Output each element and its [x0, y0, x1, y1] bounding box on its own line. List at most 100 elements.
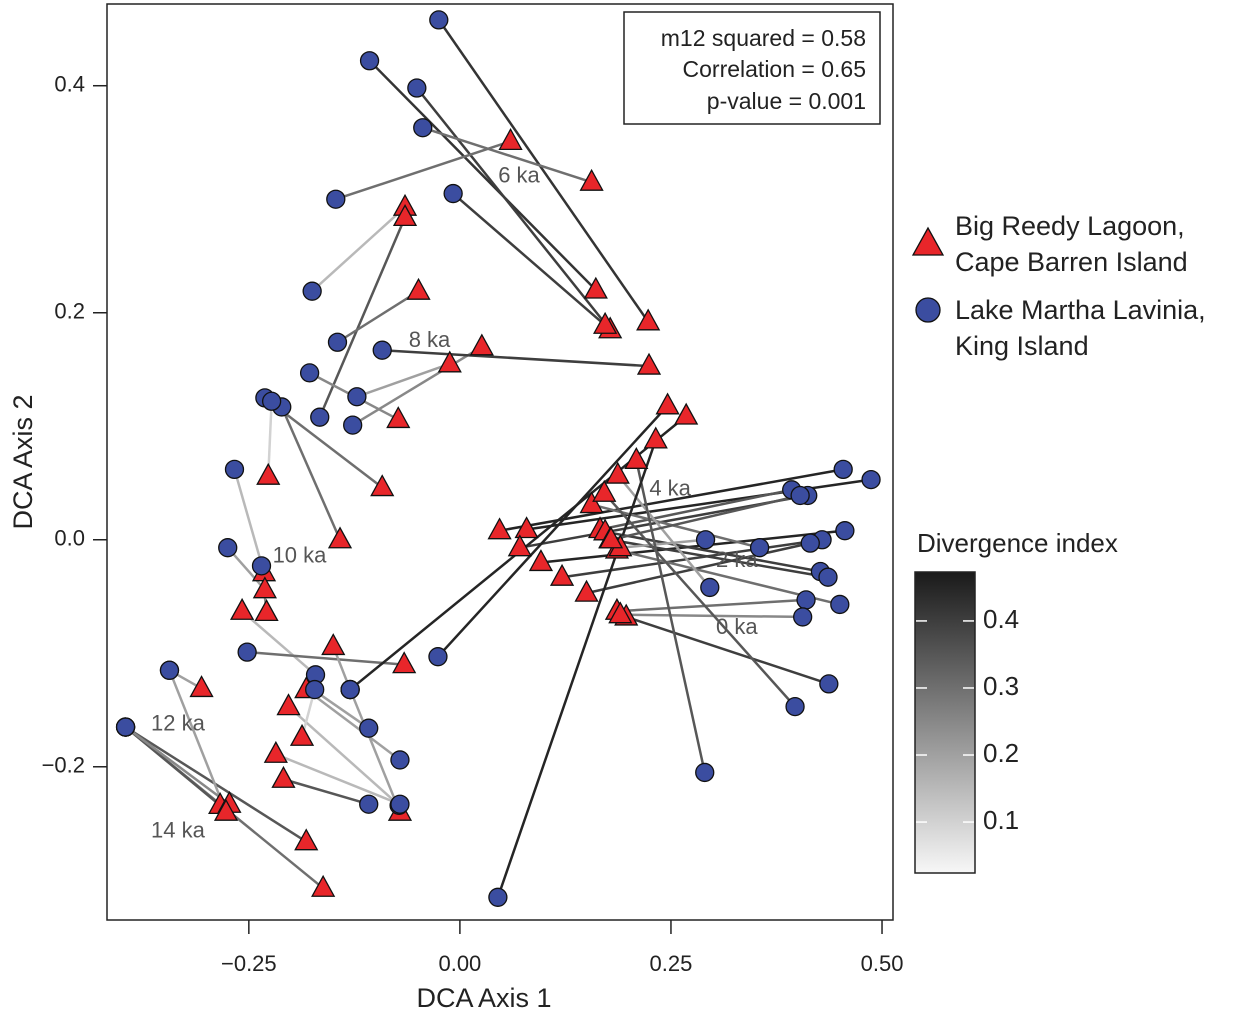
procrustes-line	[168, 669, 228, 813]
procrustes-line	[335, 140, 511, 201]
circle-point	[347, 387, 367, 407]
procrustes-line	[368, 59, 597, 291]
procrustes-line	[352, 345, 483, 427]
procrustes-line	[241, 610, 317, 676]
circle-point	[428, 647, 448, 667]
triangle-point	[189, 675, 214, 698]
triangle-point	[583, 276, 608, 299]
legend-label: Lake Martha Lavinia, King Island	[955, 295, 1206, 361]
procrustes-line	[311, 206, 406, 293]
circle-point	[488, 887, 508, 907]
procrustes-line	[610, 494, 801, 541]
triangle-point	[254, 599, 279, 622]
circle-point	[443, 183, 463, 204]
colorbar-tick-label: 0.1	[983, 805, 1019, 835]
triangle-point	[311, 874, 336, 897]
circle-point	[224, 459, 245, 480]
procrustes-line	[356, 362, 451, 398]
triangle-point	[289, 723, 315, 746]
circle-point	[413, 118, 433, 138]
x-tick-label: 0.25	[650, 951, 693, 976]
triangle-point	[392, 651, 417, 674]
legend-marker	[915, 297, 941, 323]
circle-point	[305, 679, 325, 700]
circle-point	[251, 556, 272, 576]
procrustes-line	[382, 348, 650, 368]
triangle-point	[608, 601, 633, 624]
circle-point	[835, 521, 855, 541]
triangle-point	[598, 526, 624, 549]
circle-point	[861, 469, 881, 490]
triangle-point	[469, 333, 494, 356]
triangle-point	[655, 392, 680, 415]
circle-point	[218, 538, 238, 558]
y-axis-label: DCA Axis 2	[8, 394, 38, 529]
triangle-point	[605, 461, 630, 484]
circle-point	[327, 332, 348, 352]
procrustes-line	[540, 529, 846, 564]
circle-point	[749, 538, 770, 558]
circle-point	[818, 567, 838, 587]
triangle-point	[643, 426, 668, 449]
circle-point	[340, 679, 360, 700]
annotation: 14 ka	[151, 817, 206, 842]
triangle-point	[574, 579, 599, 602]
triangle-point	[636, 352, 662, 375]
circle-point	[407, 78, 427, 98]
procrustes-line	[305, 688, 401, 761]
triangle-point	[514, 516, 539, 539]
colorbar-tick-label: 0.3	[983, 671, 1019, 701]
plot-frame	[106, 3, 894, 921]
legend-marker	[911, 226, 945, 256]
triangle-point	[624, 446, 649, 469]
triangle-point	[592, 479, 617, 502]
circle-point	[302, 281, 322, 301]
circle-point	[159, 660, 180, 680]
annotation: 4 ka	[649, 476, 691, 501]
triangle-point	[370, 474, 395, 497]
procrustes-line	[561, 538, 823, 579]
legend-label: Big Reedy Lagoon, Cape Barren Island	[955, 211, 1188, 277]
circle-point	[115, 717, 136, 737]
triangle-point	[498, 127, 523, 150]
y-tick-label: 0.4	[54, 72, 85, 97]
colorbar	[914, 571, 976, 874]
triangle-point	[579, 168, 604, 191]
circle-point	[359, 794, 379, 814]
circle-point	[819, 674, 839, 694]
triangle-point	[276, 693, 301, 716]
procrustes-line	[496, 439, 657, 898]
circle-point	[695, 762, 715, 783]
colorbar-tick-label: 0.4	[983, 604, 1019, 634]
stats-box	[623, 11, 881, 125]
annotation: 12 ka	[151, 711, 206, 736]
triangle-point	[392, 204, 418, 227]
procrustes-line	[620, 538, 706, 549]
stat: p-value = 0.001	[707, 88, 866, 114]
triangle-point	[252, 576, 277, 599]
triangle-point	[579, 491, 604, 514]
triangle-point	[593, 311, 618, 334]
procrustes-line	[280, 406, 342, 541]
y-tick-label: 0.0	[54, 526, 85, 551]
triangle-point	[507, 534, 532, 557]
procrustes-line	[318, 216, 407, 418]
annotation: 8 ka	[409, 327, 451, 352]
annotation: 2 ka	[716, 547, 758, 572]
procrustes-line	[233, 469, 266, 574]
circle-point	[261, 391, 282, 411]
circle-point	[700, 577, 720, 598]
triangle-point	[229, 597, 255, 620]
x-tick-label: 0.00	[438, 951, 481, 976]
circle-point	[326, 189, 346, 209]
procrustes-line	[348, 689, 402, 813]
procrustes-line	[422, 126, 592, 184]
circle-point	[390, 794, 410, 814]
triangle-point	[321, 633, 346, 656]
procrustes-line	[437, 404, 669, 658]
procrustes-line	[586, 541, 811, 595]
circle-point	[785, 696, 805, 717]
procrustes-line	[336, 290, 420, 344]
circle-point	[359, 718, 379, 738]
